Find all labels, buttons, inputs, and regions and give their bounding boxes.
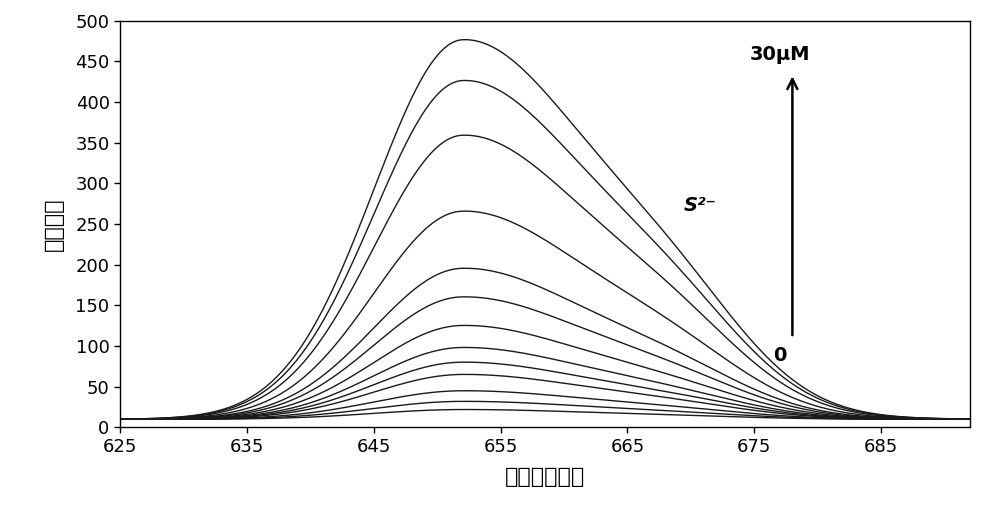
Text: S²⁻: S²⁻ <box>684 196 716 215</box>
Text: 30μM: 30μM <box>749 45 810 64</box>
Y-axis label: 荧光强度: 荧光强度 <box>44 197 64 251</box>
X-axis label: 波长（纳米）: 波长（纳米） <box>505 467 585 487</box>
Text: 0: 0 <box>773 346 786 365</box>
